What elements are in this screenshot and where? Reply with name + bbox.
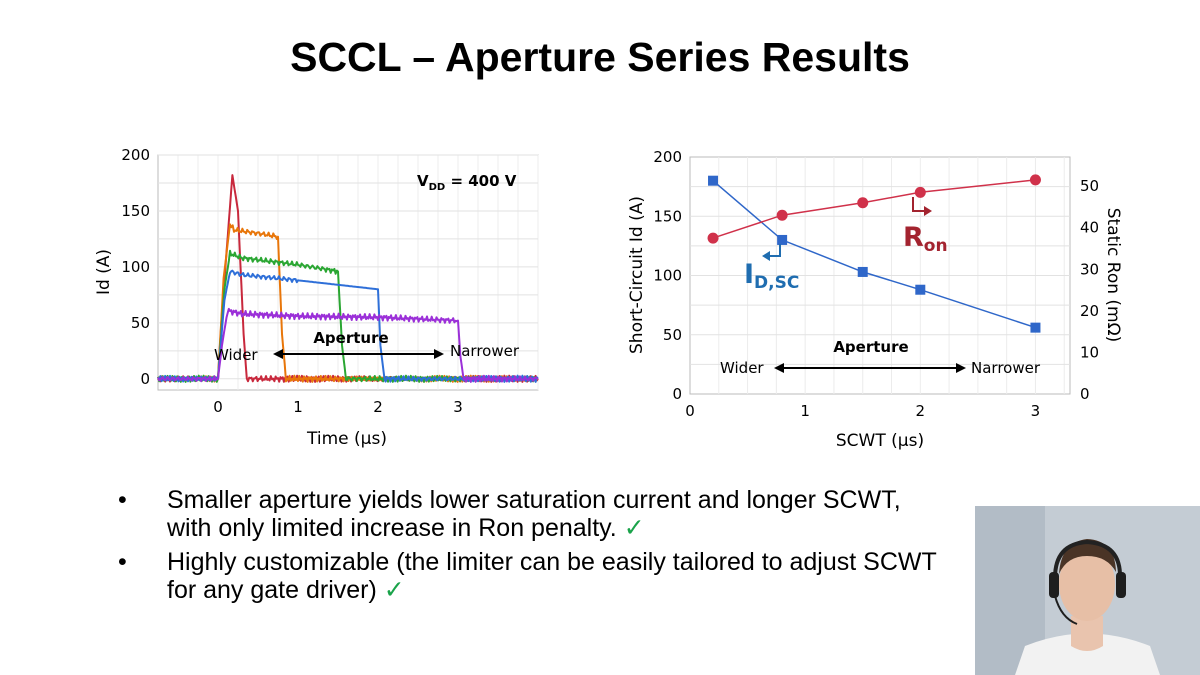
ron-label-sub: on: [924, 236, 948, 256]
y-tick-label: 150: [121, 202, 150, 220]
idsc-data-point: [915, 284, 926, 295]
idsc-label-sub: D,SC: [754, 273, 799, 293]
ron-label-main: R: [903, 222, 924, 253]
bullet-list: • Smaller aperture yields lower saturati…: [118, 486, 938, 610]
idsc-series-label: ID,SC: [744, 259, 799, 293]
y2-tick-label: 50: [1080, 177, 1099, 195]
ron-data-point: [857, 197, 869, 209]
ron-callout-arrowhead: [924, 206, 932, 216]
ron-data-point: [707, 232, 719, 244]
y-axis-label: Id (A): [94, 249, 114, 295]
y-tick-label: 200: [121, 146, 150, 164]
ron-data-point: [776, 209, 788, 221]
y-axis-label: Short-Circuit Id (A): [627, 196, 647, 354]
idsc-data-point: [857, 266, 868, 277]
y2-tick-label: 30: [1080, 260, 1099, 278]
bullet-item: • Smaller aperture yields lower saturati…: [118, 486, 938, 542]
y2-tick-label: 20: [1080, 302, 1099, 320]
vdd-annotation-rest: = 400 V: [445, 172, 517, 190]
y-tick-label: 150: [653, 207, 682, 225]
data-series: [707, 174, 1041, 333]
tick-labels: 0 1 2 3 0 50 100 150 200: [121, 146, 462, 416]
ron-data-point: [1029, 174, 1041, 186]
ron-series-label: Ron: [903, 222, 948, 256]
bullet-text: Smaller aperture yields lower saturation…: [167, 486, 901, 542]
idsc-callout-arrowhead: [762, 251, 770, 261]
grid: [690, 157, 1070, 394]
bullet-text: Highly customizable (the limiter can be …: [167, 548, 937, 604]
y-tick-label: 200: [653, 148, 682, 166]
narrower-label: Narrower: [450, 342, 520, 360]
bullet-dot: •: [118, 548, 127, 576]
y-tick-label: 0: [140, 370, 150, 388]
idsc-data-point: [708, 175, 719, 186]
idsc-data-point: [1030, 322, 1041, 333]
aperture-label: Aperture: [313, 329, 388, 347]
x-tick-label: 0: [213, 398, 223, 416]
bullet-item: • Highly customizable (the limiter can b…: [118, 548, 938, 604]
wider-label: Wider: [720, 359, 764, 377]
checkmark-icon: ✓: [623, 514, 645, 542]
waveform-series-4: [157, 307, 539, 383]
ron-callout-arrow: [912, 197, 928, 212]
vdd-annotation-sub: DD: [429, 182, 446, 193]
y-tick-label: 0: [672, 385, 682, 403]
narrower-label: Narrower: [971, 359, 1041, 377]
x-tick-label: 3: [453, 398, 463, 416]
checkmark-icon: ✓: [383, 576, 405, 604]
idsc-label-main: I: [744, 259, 754, 290]
y2-tick-label: 10: [1080, 343, 1099, 361]
bullet-dot: •: [118, 486, 127, 514]
presenter-webcam: [975, 506, 1200, 675]
x-axis-label: Time (μs): [306, 429, 387, 449]
x-tick-label: 0: [685, 402, 695, 420]
aperture-arrow: [273, 349, 444, 359]
y-tick-label: 50: [663, 326, 682, 344]
vdd-annotation-main: V: [417, 172, 429, 190]
y2-axis-label: Static Ron (mΩ): [1103, 208, 1123, 342]
y2-tick-label: 0: [1080, 385, 1090, 403]
aperture-label: Aperture: [833, 338, 908, 356]
y-tick-label: 100: [121, 258, 150, 276]
waveforms: [157, 174, 539, 383]
y2-tick-label: 40: [1080, 219, 1099, 237]
x-tick-label: 2: [373, 398, 383, 416]
wider-label: Wider: [214, 346, 258, 364]
x-tick-label: 2: [916, 402, 926, 420]
aperture-arrow: [774, 363, 966, 373]
x-tick-label: 3: [1031, 402, 1041, 420]
idsc-callout-arrow: [766, 244, 781, 257]
x-tick-label: 1: [293, 398, 303, 416]
id-waveform-chart: 0 1 2 3 0 50 100 150 200 Time (μs) Id (A) VDD = …: [94, 146, 539, 449]
y-tick-label: 100: [653, 267, 682, 285]
slide-title: SCCL – Aperture Series Results: [290, 34, 910, 80]
x-tick-label: 1: [800, 402, 810, 420]
ron-data-point: [914, 186, 926, 198]
x-axis-label: SCWT (μs): [836, 431, 924, 451]
y-tick-label: 50: [131, 314, 150, 332]
idsc-data-point: [777, 234, 788, 245]
vdd-annotation: VDD = 400 V: [417, 172, 517, 193]
presenter-figure: [975, 506, 1200, 675]
